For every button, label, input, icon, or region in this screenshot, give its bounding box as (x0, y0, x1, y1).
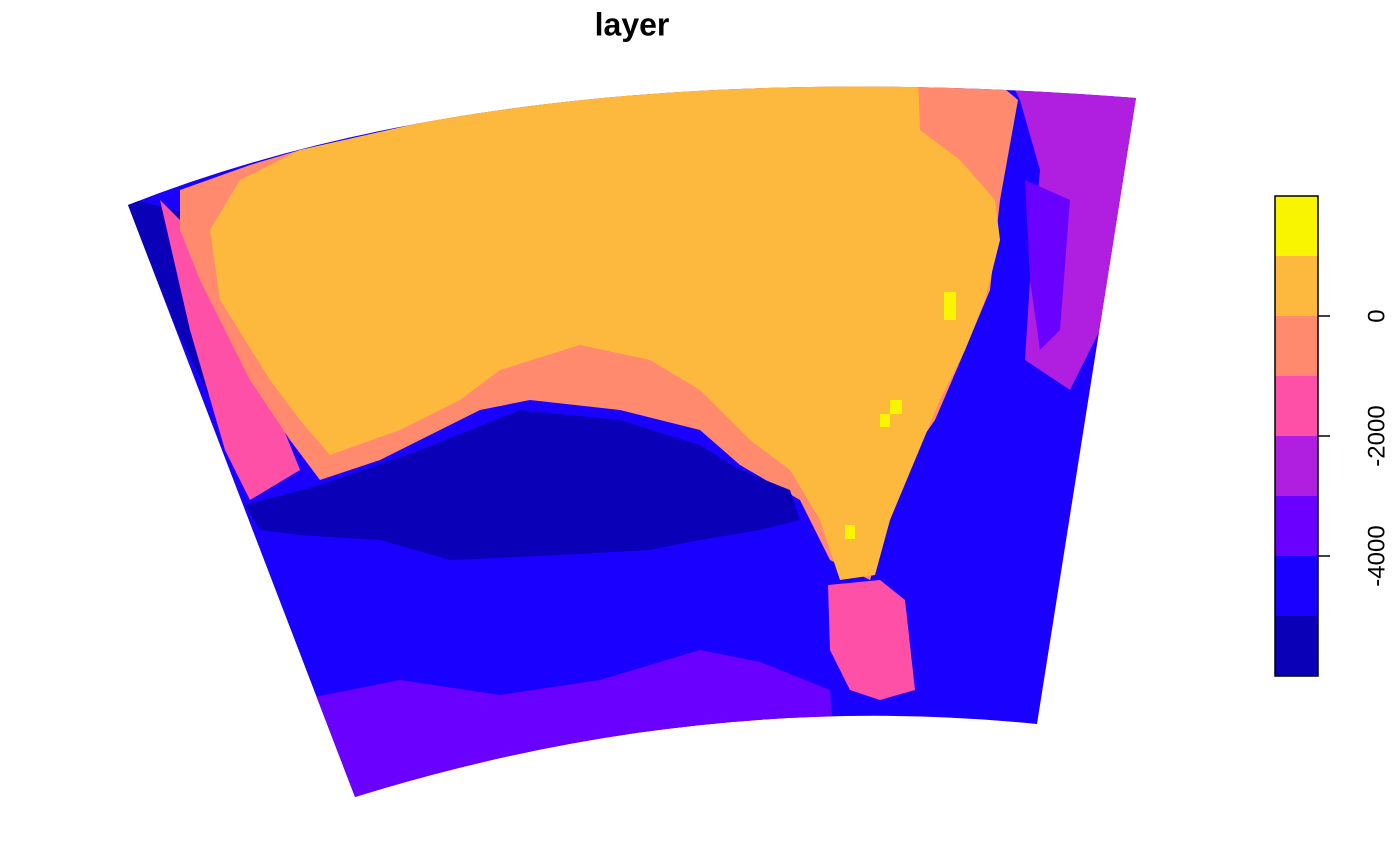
legend-tick-label: 0 (1363, 309, 1390, 322)
legend-tick-label: -4000 (1363, 525, 1390, 586)
raster (128, 86, 1136, 797)
land-region (210, 86, 1000, 580)
peak-region (880, 400, 902, 427)
legend: -4000 -2000 0 (1274, 195, 1390, 677)
legend-swatch (1275, 196, 1318, 256)
peak-region (944, 292, 956, 320)
channel-region (828, 580, 915, 700)
legend-swatch (1275, 376, 1318, 436)
legend-swatch (1275, 496, 1318, 556)
shelf-region (160, 200, 300, 500)
legend-swatch (1275, 556, 1318, 616)
legend-swatch (1275, 616, 1318, 676)
legend-swatch (1275, 436, 1318, 496)
legend-tick-label: -2000 (1363, 405, 1390, 466)
map-title: layer (595, 6, 670, 42)
peak-region (845, 525, 855, 539)
slope-region (1025, 180, 1070, 350)
legend-swatch (1275, 316, 1318, 376)
legend-swatch (1275, 256, 1318, 316)
basin-region (245, 410, 800, 560)
